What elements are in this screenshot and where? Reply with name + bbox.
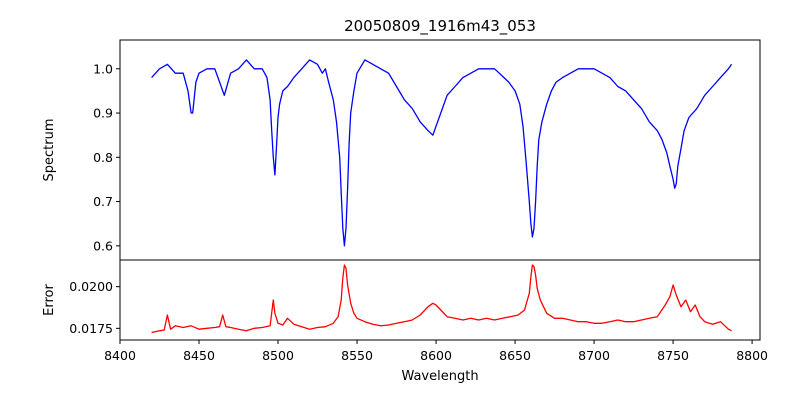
x-tick-label: 8550 bbox=[341, 348, 373, 363]
spectrum-y-tick-label: 1.0 bbox=[93, 61, 113, 76]
error-panel: 0.0175 0.0200 8400 8450 8500 8550 8600 8650 870… bbox=[42, 259, 768, 384]
x-axis-label: Wavelength bbox=[401, 369, 478, 384]
spectrum-series-line bbox=[151, 59, 733, 247]
error-y-tick-label: 0.0175 bbox=[69, 321, 113, 336]
x-tick-label: 8400 bbox=[104, 348, 136, 363]
x-tick-label: 8650 bbox=[499, 348, 531, 363]
error-x-ticks: 8400 8450 8500 8550 8600 8650 8700 8750 8800 bbox=[104, 340, 768, 363]
spectrum-y-ticks: 0.6 0.7 0.8 0.9 1.0 bbox=[93, 61, 120, 253]
spectrum-y-tick-label: 0.8 bbox=[93, 150, 113, 165]
x-tick-label: 8600 bbox=[420, 348, 452, 363]
x-tick-label: 8800 bbox=[736, 348, 768, 363]
error-axes-frame bbox=[119, 259, 761, 341]
error-y-tick-label: 0.0200 bbox=[69, 279, 113, 294]
chart-title: 20050809_1916m43_053 bbox=[344, 17, 536, 36]
error-series-line bbox=[151, 264, 732, 334]
x-tick-label: 8700 bbox=[578, 348, 610, 363]
spectrum-y-tick-label: 0.9 bbox=[93, 106, 113, 121]
x-tick-label: 8750 bbox=[657, 348, 689, 363]
x-tick-label: 8500 bbox=[262, 348, 294, 363]
spectrum-y-axis-label: Spectrum bbox=[42, 119, 57, 182]
spectrum-y-tick-label: 0.7 bbox=[93, 194, 113, 209]
spectrum-y-tick-label: 0.6 bbox=[93, 238, 113, 253]
error-y-ticks: 0.0175 0.0200 bbox=[69, 279, 120, 336]
x-tick-label: 8450 bbox=[183, 348, 215, 363]
error-y-axis-label: Error bbox=[42, 284, 57, 316]
